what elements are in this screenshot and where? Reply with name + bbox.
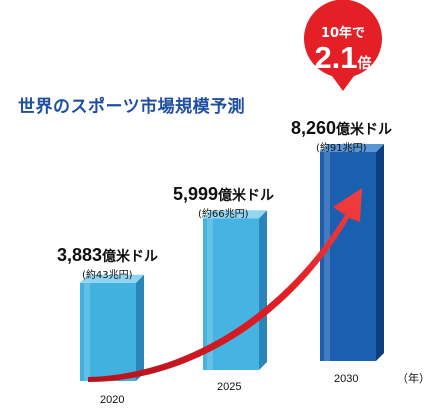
- bars-layer: [80, 144, 384, 381]
- callout-suffix: 倍: [357, 55, 372, 71]
- bar-top: [80, 274, 144, 283]
- bar-2020: [80, 274, 144, 381]
- value-label-2030: 8,260億米ドル: [291, 118, 392, 139]
- x-axis-unit: （年）: [397, 372, 430, 385]
- bar-front: [320, 152, 376, 361]
- bar-highlight: [84, 282, 90, 381]
- value-unit: 億米ドル: [336, 121, 393, 137]
- callout-value: 2.1倍: [304, 40, 382, 76]
- bar-front: [80, 282, 136, 381]
- callout-number: 2.1: [314, 40, 358, 75]
- callout-pin: [304, 0, 382, 91]
- value-unit: 億米ドル: [102, 248, 159, 264]
- bar-side: [376, 144, 384, 361]
- growth-arrow: [88, 188, 362, 382]
- value-number: 5,999: [173, 184, 219, 204]
- bar-top: [203, 210, 267, 219]
- bar-side: [259, 210, 267, 370]
- callout-label: 10年で 2.1倍: [304, 10, 382, 88]
- bar-highlight: [207, 218, 213, 370]
- chart-title: 世界のスポーツ市場規模予測: [18, 97, 246, 117]
- value-unit: 億米ドル: [218, 187, 275, 203]
- sub-label-2025: (約66兆円): [198, 209, 249, 220]
- bar-2030: [320, 144, 384, 361]
- bar-side: [136, 274, 144, 381]
- x-tick-2030: 2030: [334, 373, 359, 385]
- value-label-2020: 3,883億米ドル: [57, 245, 158, 266]
- sub-label-2020: (約43兆円): [82, 270, 133, 281]
- x-tick-2025: 2025: [217, 381, 242, 393]
- bar-top: [320, 144, 384, 153]
- value-number: 8,260: [291, 118, 337, 138]
- value-number: 3,883: [57, 245, 103, 265]
- callout-top-text: 10年で: [320, 26, 366, 41]
- sub-label-2030: (約91兆円): [316, 143, 367, 154]
- value-label-2025: 5,999億米ドル: [173, 184, 274, 205]
- bar-highlight: [324, 152, 330, 361]
- x-tick-2020: 2020: [100, 394, 125, 406]
